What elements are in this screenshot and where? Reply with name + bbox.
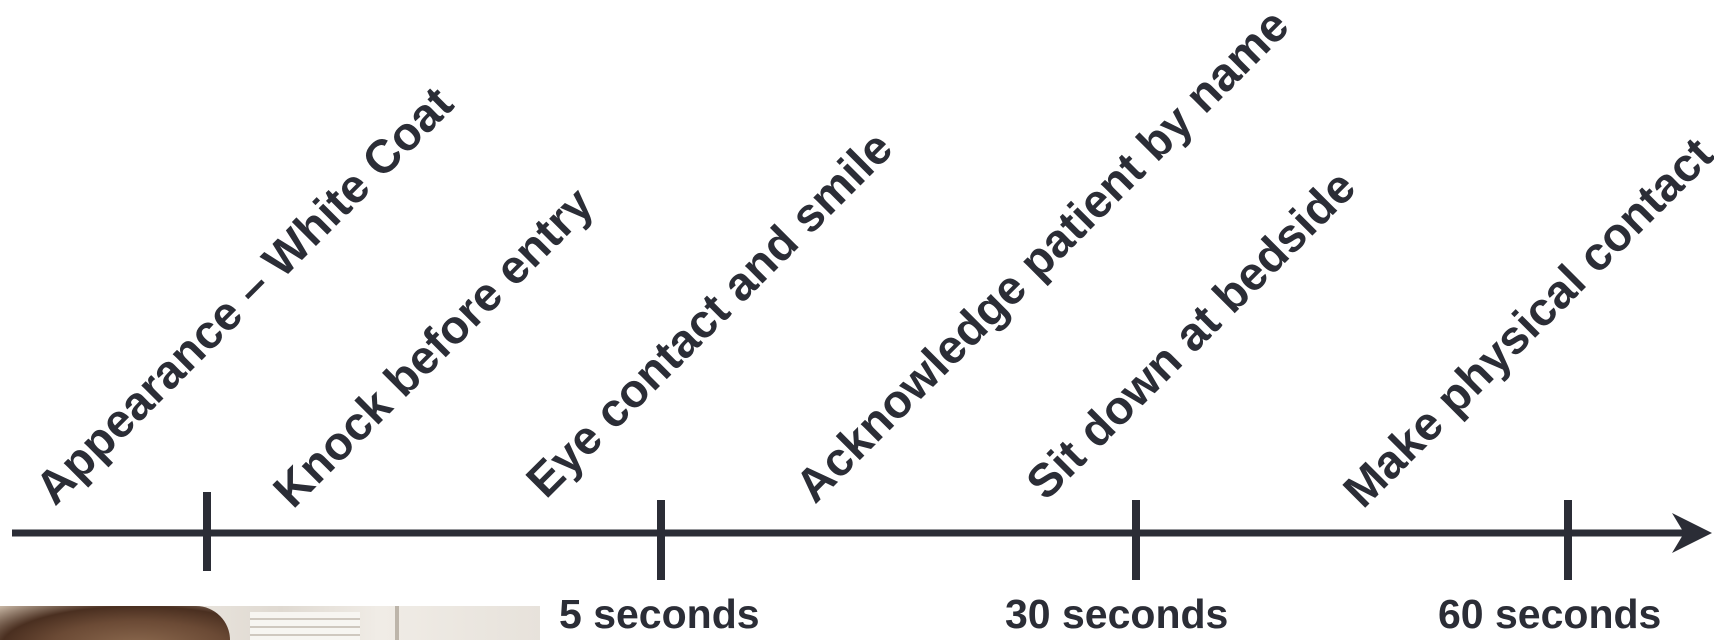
photo-hair-shape bbox=[0, 606, 230, 640]
step-appearance: Appearance – White Coat bbox=[25, 76, 463, 514]
time-label-60-seconds: 60 seconds bbox=[1438, 591, 1662, 637]
step-acknowledge-patient: Acknowledge patient by name bbox=[785, 0, 1299, 512]
time-label-5-seconds: 5 seconds bbox=[559, 591, 760, 637]
time-label-30-seconds: 30 seconds bbox=[1005, 591, 1229, 637]
timeline-arrowhead-icon bbox=[1672, 513, 1712, 553]
photo-window-blind bbox=[250, 612, 360, 640]
step-physical-contact: Make physical contact bbox=[1333, 127, 1714, 518]
person-photo bbox=[0, 606, 540, 640]
photo-window-frame bbox=[395, 606, 399, 640]
